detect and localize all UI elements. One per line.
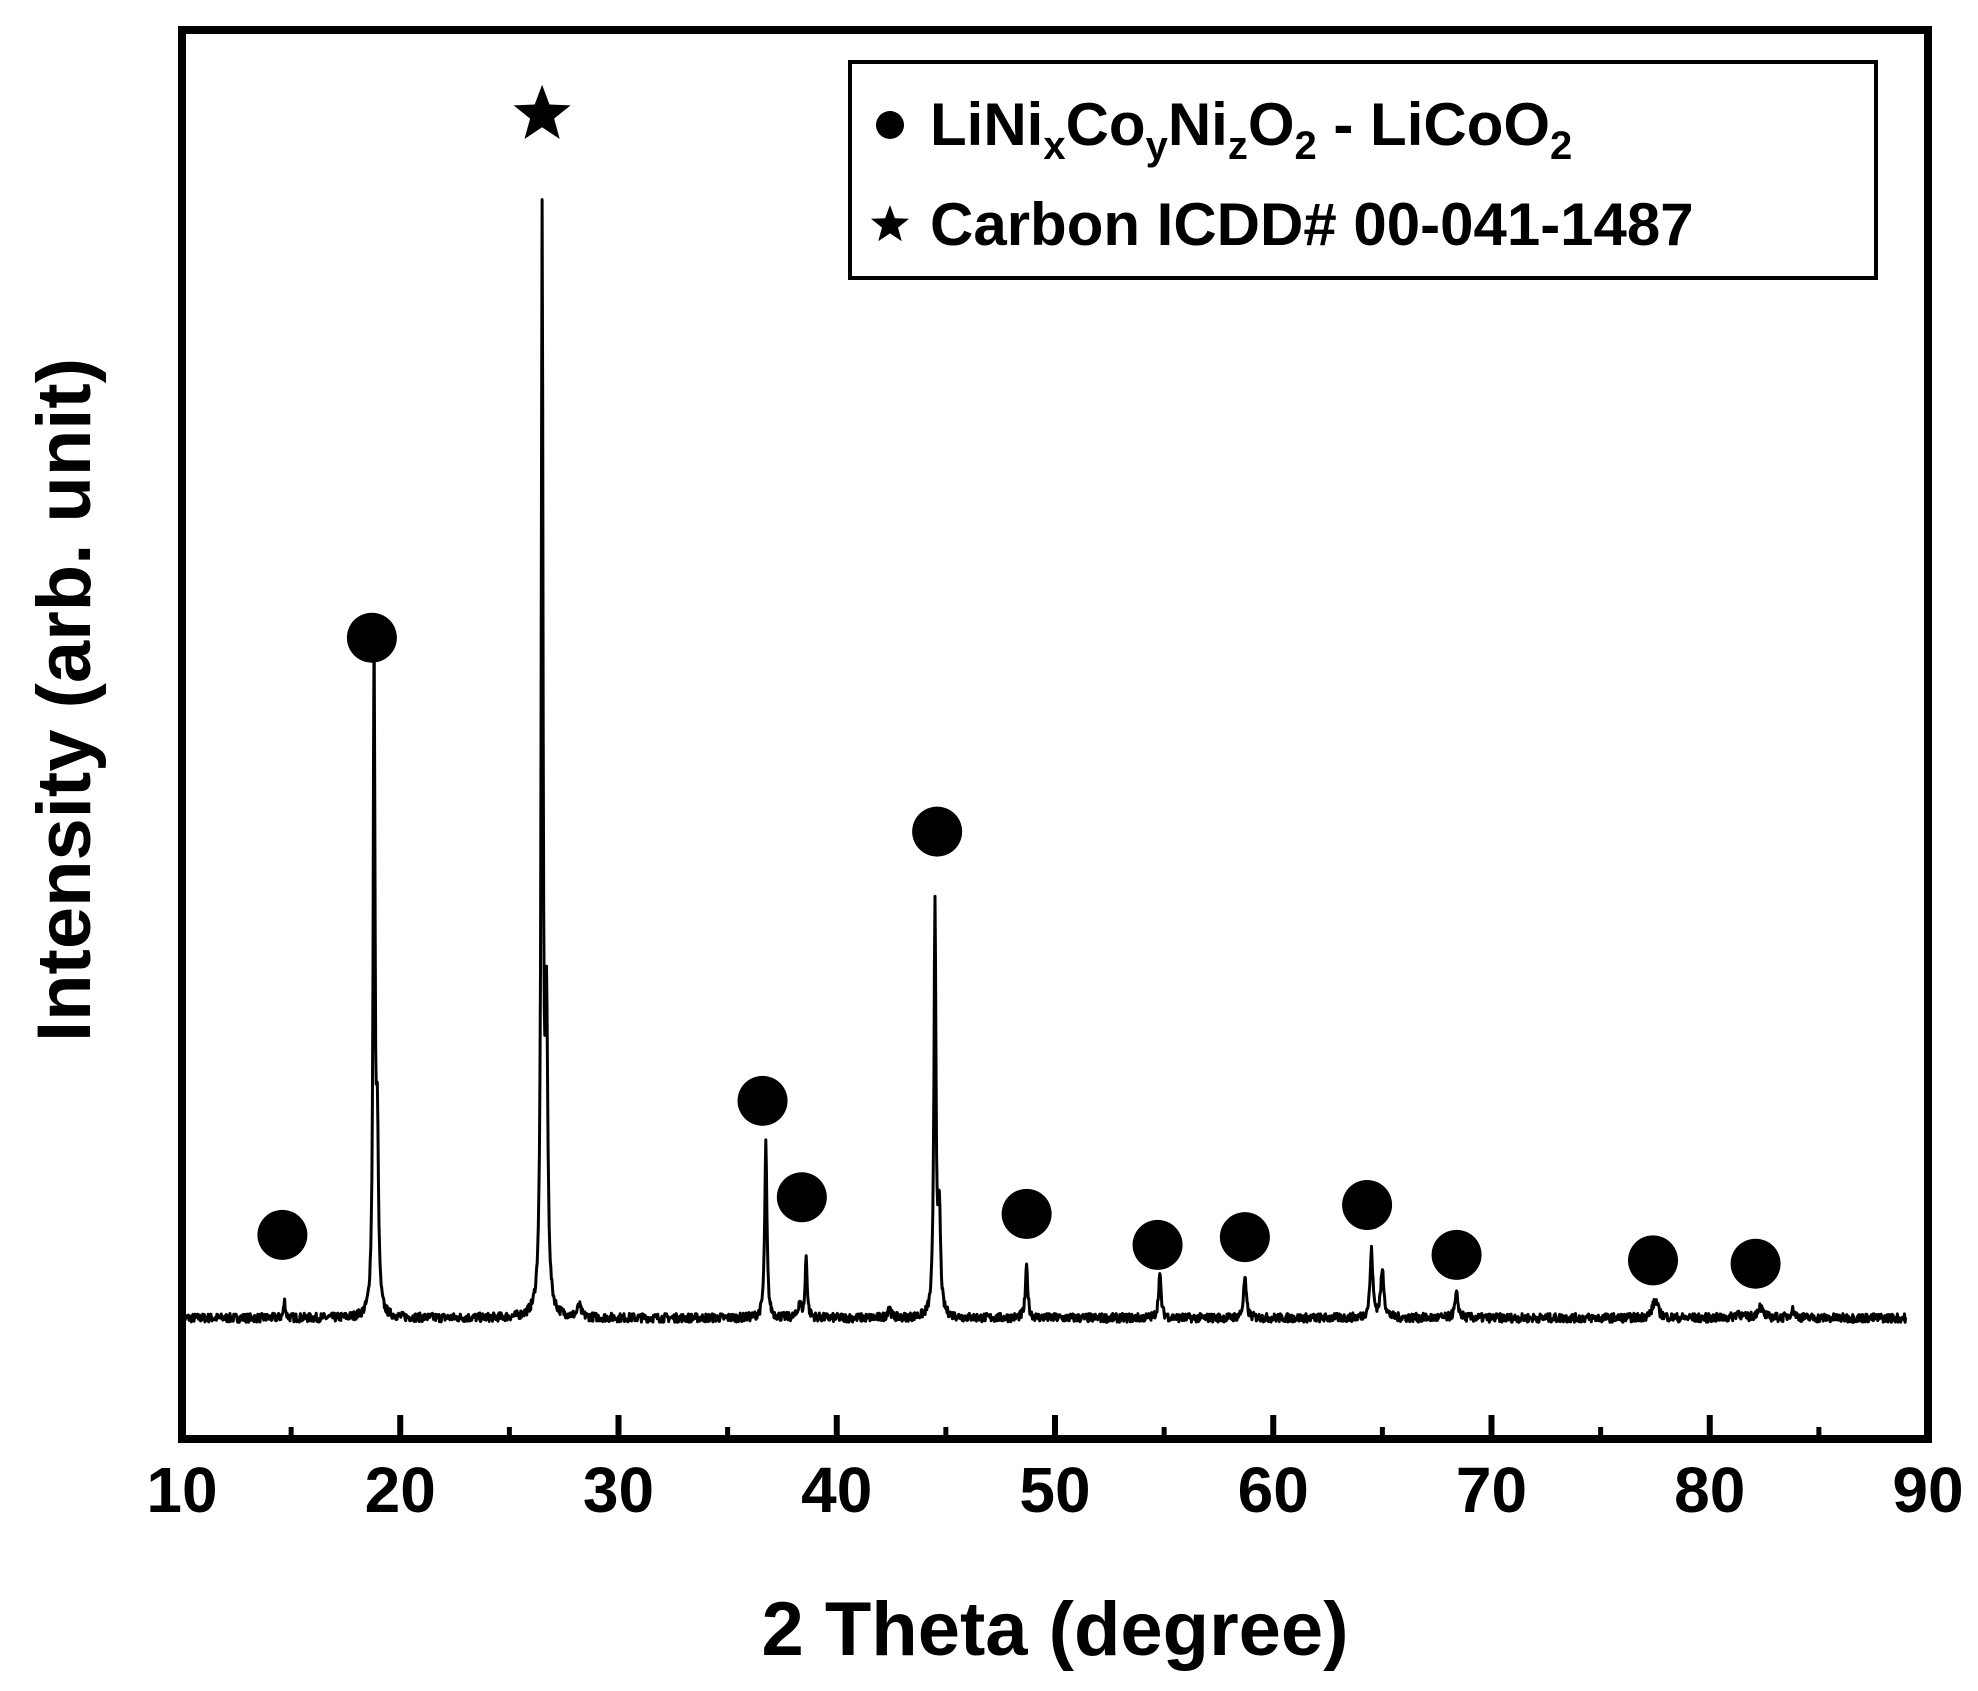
x-axis-title: 2 Theta (degree) [761,1587,1348,1672]
legend-formula-part: - LiCoO [1317,91,1550,158]
legend-subscript: x [1043,124,1065,168]
peak-marker-circle [1431,1229,1482,1280]
x-axis-ticks [288,1415,1822,1439]
x-axis-tick-labels: 10 20 30 40 50 60 70 80 90 [146,1454,1963,1526]
peak-marker-star [513,84,571,139]
x-tick-label: 40 [801,1454,872,1526]
y-axis-title: Intensity (arb. unit) [22,358,107,1042]
xrd-pattern-line [180,198,1908,1324]
x-tick-label: 10 [146,1454,217,1526]
peak-marker-circle [257,1209,308,1260]
legend-circle-marker [876,111,904,139]
peak-marker-circle [737,1075,788,1126]
legend-entry-layered-oxide: LiNixCoyNizO2 - LiCoO2 [930,91,1572,168]
legend-formula-part: Ni [1168,91,1228,158]
legend-formula-part: O [1248,91,1295,158]
x-tick-label: 80 [1674,1454,1745,1526]
peak-marker-circle [1001,1188,1052,1239]
peak-marker-circle [1219,1212,1270,1263]
peak-markers [257,84,1781,1289]
legend-star-marker [871,205,909,242]
legend: LiNixCoyNizO2 - LiCoO2 Carbon ICDD# 00-0… [848,60,1878,280]
x-tick-label: 50 [1019,1454,1090,1526]
x-tick-label: 20 [365,1454,436,1526]
peak-marker-circle [1132,1219,1183,1270]
legend-subscript: 2 [1550,124,1572,168]
legend-formula-part: Co [1066,91,1146,158]
legend-formula-part: LiNi [930,91,1043,158]
x-tick-label: 60 [1238,1454,1309,1526]
legend-subscript: 2 [1294,124,1316,168]
legend-subscript: y [1146,124,1169,168]
peak-marker-circle [1730,1238,1781,1289]
x-tick-label: 30 [583,1454,654,1526]
legend-subscript: z [1228,124,1248,168]
peak-marker-circle [1342,1179,1393,1230]
peak-marker-circle [912,806,963,857]
legend-entry-carbon: Carbon ICDD# 00-041-1487 [930,191,1694,258]
legend-box [848,60,1878,280]
peak-marker-circle [346,612,397,663]
x-tick-label: 90 [1892,1454,1963,1526]
x-tick-label: 70 [1456,1454,1527,1526]
peak-marker-circle [776,1172,827,1223]
peak-marker-circle [1628,1235,1679,1286]
